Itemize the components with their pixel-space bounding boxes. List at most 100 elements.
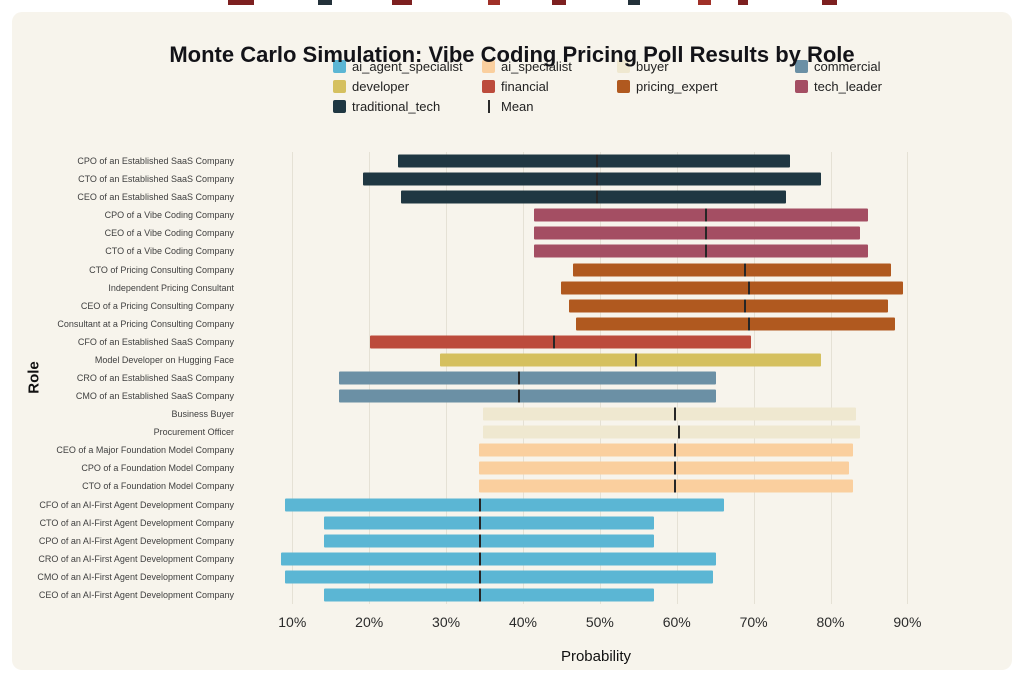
legend-item: ai_agent_specialist bbox=[333, 56, 482, 76]
row-label: Business Buyer bbox=[171, 409, 234, 420]
row-track bbox=[242, 170, 942, 188]
row-track bbox=[242, 423, 942, 441]
row-label: Independent Pricing Consultant bbox=[108, 282, 234, 293]
legend-label: tech_leader bbox=[814, 78, 882, 94]
screen-edge-artifact bbox=[628, 0, 640, 5]
legend-swatch-icon bbox=[333, 99, 346, 113]
mean-marker bbox=[518, 371, 521, 385]
legend-item: ai_specialist bbox=[482, 56, 617, 76]
legend-swatch-icon bbox=[617, 59, 630, 73]
legend-label: ai_specialist bbox=[501, 58, 572, 74]
row-track bbox=[242, 550, 942, 568]
range-bar bbox=[362, 172, 822, 186]
row-track bbox=[242, 441, 942, 459]
mean-marker bbox=[595, 190, 598, 204]
screen-edge-artifact bbox=[318, 0, 332, 5]
mean-marker bbox=[634, 353, 637, 367]
x-ticks: 10% 20% 30% 40% 50% 60% 70% 80% 90% bbox=[250, 614, 942, 636]
row-label: CPO of a Foundation Model Company bbox=[81, 463, 234, 474]
mean-marker bbox=[518, 389, 521, 403]
x-tick-label: 40% bbox=[508, 614, 537, 630]
x-axis-label: Probability bbox=[560, 648, 632, 665]
chart-row: CPO of an AI-First Agent Development Com… bbox=[12, 532, 942, 550]
mean-marker bbox=[479, 588, 482, 602]
row-label: CFO of an AI-First Agent Development Com… bbox=[39, 499, 234, 510]
chart-row: CEO of a Vibe Coding Company bbox=[12, 224, 942, 242]
legend-item: Mean bbox=[482, 96, 617, 116]
range-bar bbox=[339, 389, 717, 403]
x-tick-label: 60% bbox=[662, 614, 691, 630]
chart-row: CEO of a Major Foundation Model Company bbox=[12, 441, 942, 459]
plot-rows: CPO of an Established SaaS Company CTO of… bbox=[12, 152, 942, 604]
row-label: CTO of a Vibe Coding Company bbox=[105, 246, 234, 257]
mean-marker bbox=[743, 263, 746, 276]
chart-row: CPO of a Foundation Model Company bbox=[12, 459, 942, 477]
gridline bbox=[907, 152, 909, 604]
mean-marker bbox=[479, 516, 482, 530]
row-track bbox=[242, 224, 942, 242]
mean-marker bbox=[743, 299, 746, 313]
row-track bbox=[242, 369, 942, 387]
x-tick-label: 70% bbox=[739, 614, 768, 630]
legend-label: Mean bbox=[501, 98, 534, 114]
row-label: CRO of an Established SaaS Company bbox=[76, 372, 234, 383]
chart-row: CMO of an AI-First Agent Development Com… bbox=[12, 568, 942, 586]
mean-marker bbox=[595, 172, 598, 186]
row-track bbox=[242, 459, 942, 477]
row-label: CMO of an Established SaaS Company bbox=[75, 391, 234, 402]
mean-marker bbox=[673, 407, 676, 421]
chart-row: CPO of a Vibe Coding Company bbox=[12, 206, 942, 224]
x-tick-label: 90% bbox=[893, 614, 922, 630]
legend-label: pricing_expert bbox=[636, 78, 718, 94]
range-bar bbox=[479, 479, 853, 493]
x-tick-label: 30% bbox=[432, 614, 461, 630]
row-label: Procurement Officer bbox=[153, 427, 234, 438]
chart-title: Monte Carlo Simulation: Vibe Coding Pric… bbox=[169, 42, 855, 67]
range-bar bbox=[440, 353, 822, 367]
mean-marker bbox=[479, 552, 482, 566]
chart-row: CEO of a Pricing Consulting Company bbox=[12, 297, 942, 315]
row-label: CPO of an Established SaaS Company bbox=[77, 156, 234, 167]
chart-row: Model Developer on Hugging Face bbox=[12, 351, 942, 369]
screen-edge-artifact bbox=[228, 0, 254, 5]
range-bar bbox=[479, 461, 849, 475]
screen-edge-artifacts bbox=[0, 0, 1024, 8]
chart-row: CEO of an AI-First Agent Development Com… bbox=[12, 586, 942, 604]
chart-row: CTO of a Vibe Coding Company bbox=[12, 242, 942, 260]
range-bar bbox=[284, 498, 725, 512]
range-bar bbox=[533, 244, 869, 258]
mean-marker bbox=[479, 498, 482, 512]
row-label: CEO of a Major Foundation Model Company bbox=[56, 445, 234, 456]
x-tick-label: 50% bbox=[585, 614, 614, 630]
range-bar bbox=[339, 371, 717, 385]
chart-row: CFO of an AI-First Agent Development Com… bbox=[12, 495, 942, 513]
row-label: CEO of an Established SaaS Company bbox=[77, 192, 234, 203]
row-track bbox=[242, 586, 942, 604]
legend-item: commercial bbox=[795, 56, 995, 76]
mean-marker bbox=[595, 154, 598, 168]
row-track bbox=[242, 532, 942, 550]
range-bar bbox=[483, 425, 861, 439]
range-bar bbox=[576, 317, 896, 331]
legend-swatch-icon bbox=[482, 59, 495, 73]
chart-row: Consultant at a Pricing Consulting Compa… bbox=[12, 315, 942, 333]
range-bar bbox=[533, 208, 869, 222]
mean-marker bbox=[704, 208, 707, 222]
chart-row: CMO of an Established SaaS Company bbox=[12, 387, 942, 405]
range-bar bbox=[323, 534, 655, 548]
row-label: Consultant at a Pricing Consulting Compa… bbox=[57, 318, 234, 329]
row-track bbox=[242, 260, 942, 278]
x-tick-label: 20% bbox=[355, 614, 384, 630]
chart-row: CTO of Pricing Consulting Company bbox=[12, 260, 942, 278]
mean-marker bbox=[479, 570, 482, 584]
row-label: CMO of an AI-First Agent Development Com… bbox=[37, 571, 234, 582]
legend-label: traditional_tech bbox=[352, 98, 441, 114]
screen-edge-artifact bbox=[738, 0, 748, 5]
legend-swatch-icon bbox=[333, 79, 346, 93]
screen-edge-artifact bbox=[392, 0, 412, 5]
gridline bbox=[292, 152, 294, 604]
row-track bbox=[242, 568, 942, 586]
legend-item: traditional_tech bbox=[333, 96, 482, 116]
range-bar bbox=[560, 281, 904, 295]
row-label: Model Developer on Hugging Face bbox=[94, 354, 234, 365]
